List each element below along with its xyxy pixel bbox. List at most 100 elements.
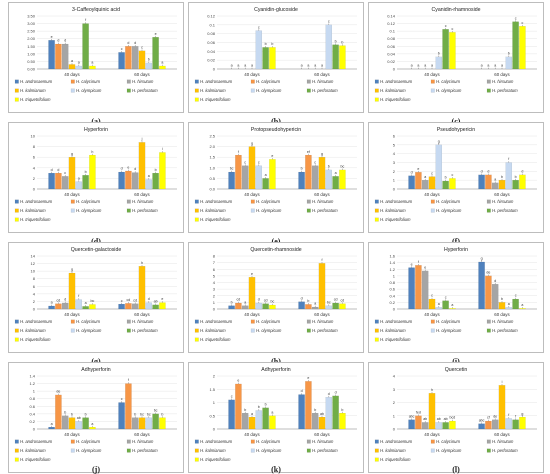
panel-label: (g): [8, 357, 184, 366]
significance-letter: f: [508, 413, 509, 417]
significance-letter: de: [493, 414, 497, 418]
legend-label: H. hirsutum: [492, 439, 514, 444]
legend-label: H. hirsutum: [312, 79, 334, 84]
significance-letter: a: [424, 175, 426, 179]
bar: [118, 402, 125, 430]
legend-label: H. calycinum: [436, 199, 460, 204]
chart-panel: Pseudohypericin 0 1 2 3 4 5 6 d e a c g b c 40 days d d a b…: [368, 122, 544, 233]
bar: [505, 418, 512, 430]
y-tick-label: 1.00: [27, 51, 36, 56]
y-tick-label: 2: [213, 293, 216, 298]
y-tick-label: 3.00: [27, 21, 36, 26]
y-tick-label: 8: [33, 276, 36, 281]
chart-title: Adhyperforin: [81, 367, 111, 373]
legend-label: H. perforatum: [132, 448, 158, 453]
legend-swatch: [126, 439, 131, 444]
y-tick-label: 0.12: [387, 21, 396, 26]
legend-swatch: [486, 448, 491, 453]
significance-letter: c: [452, 173, 454, 177]
y-tick-label: 0.00: [27, 67, 36, 72]
legend-swatch: [14, 448, 19, 453]
legend-swatch: [194, 457, 199, 462]
significance-letter: c: [515, 294, 517, 298]
legend-label: H. kalmianum: [380, 88, 406, 93]
significance-letter: b: [501, 175, 503, 179]
significance-letter: e: [307, 376, 309, 380]
bar: [248, 277, 256, 310]
significance-letter: bc: [327, 300, 331, 304]
significance-letter: abc: [479, 418, 485, 422]
legend-swatch: [126, 448, 131, 453]
chart-panel: Hyperforin 0 2 4 6 8 10 d d c g a b h 40 days d e d j a b i 60…: [8, 122, 184, 233]
significance-letter: i: [502, 380, 503, 384]
significance-letter: i: [162, 147, 163, 151]
legend-label: H. kalmianum: [380, 328, 406, 333]
category-label: 40 days: [244, 192, 260, 197]
bar: [89, 427, 96, 430]
significance-letter: c: [328, 20, 330, 24]
significance-letter: a: [237, 64, 239, 68]
y-tick-label: 2: [393, 400, 396, 405]
y-tick-label: 0: [213, 67, 216, 72]
legend-swatch: [306, 79, 311, 84]
bar: [449, 420, 456, 430]
bar: [255, 302, 262, 310]
legend-swatch: [250, 439, 255, 444]
y-tick-label: 0.08: [207, 31, 216, 36]
significance-letter: a: [494, 64, 496, 68]
legend-swatch: [374, 217, 379, 222]
y-tick-label: 0.08: [387, 36, 396, 41]
bar: [421, 270, 429, 310]
significance-letter: a: [85, 301, 87, 305]
y-tick-label: 1.2: [389, 267, 395, 272]
significance-letter: d: [301, 389, 303, 393]
bar: [55, 43, 62, 70]
legend-swatch: [14, 88, 19, 93]
y-tick-label: 3: [393, 160, 396, 165]
y-tick-label: 0.14: [387, 14, 396, 19]
panel-label: (j): [92, 465, 100, 474]
y-tick-label: 6: [33, 284, 36, 289]
significance-letter: b: [64, 410, 66, 414]
legend-swatch: [486, 199, 491, 204]
bar: [435, 422, 442, 430]
legend-label: H. calycinum: [76, 199, 100, 204]
y-tick-label: 2: [33, 299, 36, 304]
significance-letter: ab: [437, 417, 441, 421]
significance-letter: a: [244, 64, 246, 68]
bar: [318, 416, 326, 430]
bar: [415, 415, 422, 430]
significance-letter: a: [251, 412, 253, 416]
significance-letter: d: [411, 170, 413, 174]
bar: [235, 383, 242, 430]
significance-letter: b: [335, 39, 337, 43]
legend-swatch: [194, 79, 199, 84]
legend-label: H. olympicum: [256, 448, 282, 453]
significance-letter: b: [314, 408, 316, 412]
significance-letter: cd: [237, 298, 241, 302]
category-label: 60 days: [314, 432, 330, 437]
significance-letter: b: [85, 412, 87, 416]
y-tick-label: 6: [393, 134, 396, 139]
significance-letter: b: [438, 52, 440, 56]
significance-letter: e: [417, 167, 419, 171]
bar: [68, 417, 76, 430]
category-label: 40 days: [64, 192, 80, 197]
bar: [485, 275, 492, 310]
y-tick-label: 8: [213, 254, 216, 259]
y-tick-label: 0: [213, 307, 216, 312]
significance-letter: c: [431, 171, 433, 175]
bar: [82, 23, 89, 70]
category-label: 40 days: [424, 312, 440, 317]
bar: [48, 427, 55, 430]
chart-panel: Quercetin-galactoside 0 2 4 6 8 10 12 14 a cd d g f a b…: [8, 242, 184, 353]
significance-letter: e: [127, 166, 129, 170]
panel-label: (e): [188, 237, 364, 246]
bar: [138, 417, 146, 430]
significance-letter: d: [121, 167, 123, 171]
significance-letter: f: [238, 150, 239, 154]
significance-letter: b: [244, 408, 246, 412]
legend-swatch: [126, 208, 131, 213]
